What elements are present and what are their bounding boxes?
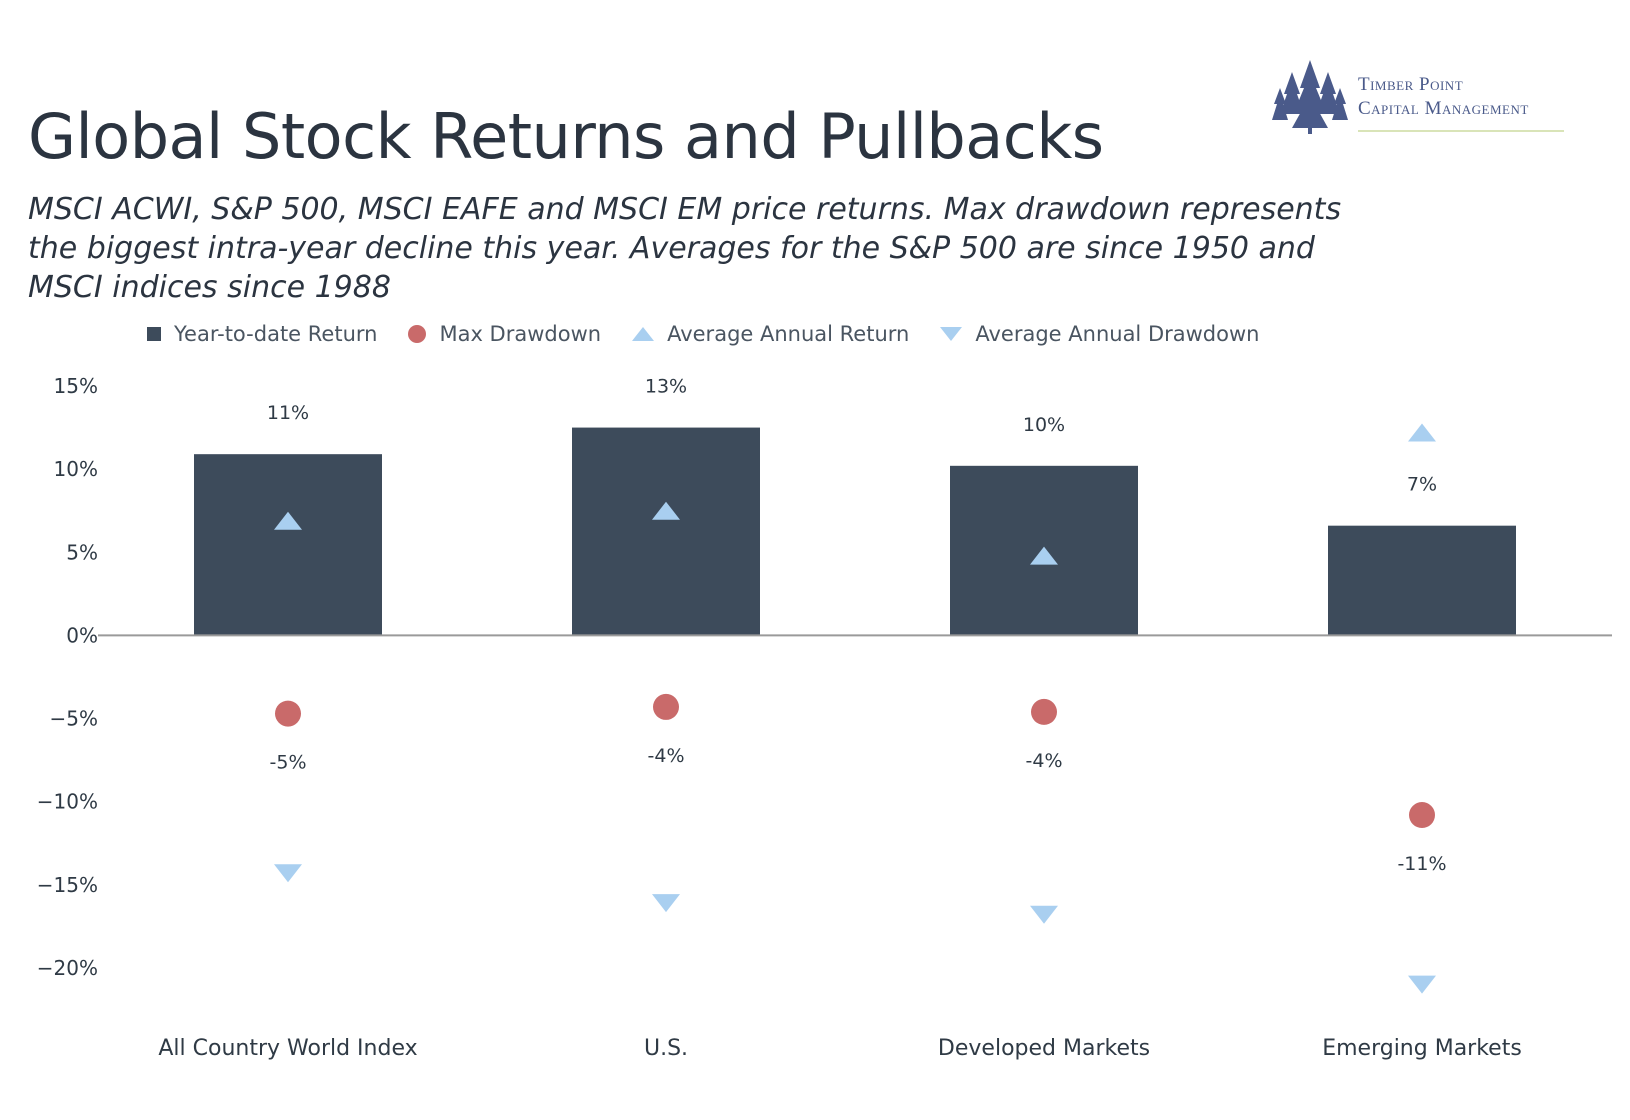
x-category-label: All Country World Index xyxy=(158,1036,417,1061)
chart-subtitle: MSCI ACWI, S&P 500, MSCI EAFE and MSCI E… xyxy=(28,192,1342,305)
chart-legend: Year-to-date Return Max Drawdown Average… xyxy=(146,322,1259,346)
max-drawdown-marker xyxy=(653,693,679,720)
x-category-label: Developed Markets xyxy=(938,1036,1150,1061)
triangle-up-marker-icon xyxy=(632,327,655,341)
ytd-return-label: 7% xyxy=(1407,474,1437,496)
max-drawdown-marker xyxy=(275,700,301,727)
avg-annual-drawdown-marker xyxy=(652,894,680,913)
legend-item-avg-return: Average Annual Return xyxy=(631,322,909,346)
ytd-return-label: 10% xyxy=(1023,414,1065,436)
y-tick-label: −10% xyxy=(37,790,98,814)
avg-annual-return-marker xyxy=(1408,423,1436,442)
ytd-return-bar xyxy=(572,427,760,636)
legend-label: Average Annual Return xyxy=(667,322,910,346)
logo-underline xyxy=(1358,130,1564,132)
legend-label: Average Annual Drawdown xyxy=(975,322,1260,346)
max-drawdown-label: -4% xyxy=(648,745,685,767)
y-tick-label: 5% xyxy=(66,540,98,564)
max-drawdown-marker xyxy=(1031,698,1057,725)
logo-line-2: Capital Management xyxy=(1358,98,1529,119)
company-logo: Timber Point Capital Management xyxy=(1270,58,1570,140)
max-drawdown-label: -4% xyxy=(1026,750,1063,772)
ytd-return-bar xyxy=(194,454,382,636)
max-drawdown-marker xyxy=(1409,802,1435,829)
chart-title: Global Stock Returns and Pullbacks xyxy=(28,100,1104,173)
max-drawdown-label: -5% xyxy=(270,752,307,774)
logo-line-1: Timber Point xyxy=(1358,74,1464,95)
y-tick-label: −5% xyxy=(50,707,99,731)
y-tick-label: 15% xyxy=(54,374,98,398)
avg-annual-drawdown-marker xyxy=(274,864,302,883)
legend-item-avg-drawdown: Average Annual Drawdown xyxy=(939,322,1259,346)
y-tick-label: 0% xyxy=(66,623,98,647)
avg-annual-return-marker xyxy=(652,501,680,520)
avg-annual-drawdown-marker xyxy=(1408,975,1436,994)
legend-item-ytd: Year-to-date Return xyxy=(146,322,377,346)
x-category-label: Emerging Markets xyxy=(1322,1036,1522,1061)
y-tick-label: −15% xyxy=(37,873,98,897)
avg-annual-drawdown-marker xyxy=(1030,905,1058,924)
max-drawdown-label: -11% xyxy=(1397,853,1446,875)
legend-label: Max Drawdown xyxy=(439,322,602,346)
legend-item-max-drawdown: Max Drawdown xyxy=(407,322,601,346)
ytd-return-bar xyxy=(1328,525,1516,636)
circle-marker-icon xyxy=(408,325,427,343)
x-category-label: U.S. xyxy=(644,1036,688,1061)
ytd-return-label: 13% xyxy=(645,376,687,398)
square-marker-icon xyxy=(147,327,161,341)
avg-annual-return-marker xyxy=(1030,546,1058,565)
ytd-return-label: 11% xyxy=(267,402,309,424)
y-tick-label: 10% xyxy=(54,457,98,481)
avg-annual-return-marker xyxy=(274,511,302,530)
pine-trees-icon xyxy=(1272,60,1348,134)
triangle-down-marker-icon xyxy=(940,327,963,341)
y-tick-label: −20% xyxy=(37,956,98,980)
legend-label: Year-to-date Return xyxy=(174,322,378,346)
